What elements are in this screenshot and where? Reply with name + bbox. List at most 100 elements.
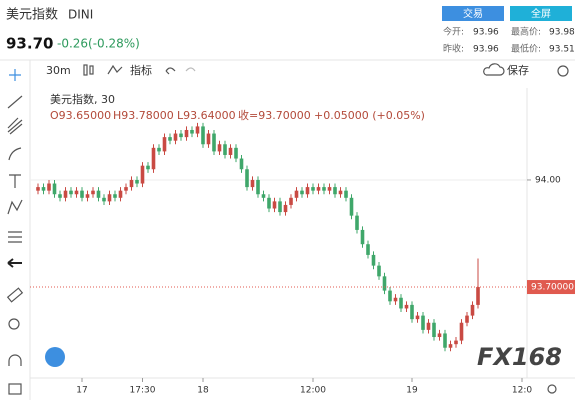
candle-body: [404, 304, 409, 309]
candle-body: [63, 190, 68, 198]
zoom-tool[interactable]: [8, 318, 20, 330]
brush-tool[interactable]: [8, 147, 22, 161]
candle-body: [382, 276, 387, 291]
candle-body: [311, 187, 315, 191]
candle-body: [261, 194, 266, 198]
candle-body: [41, 187, 46, 191]
ruler-tool[interactable]: [6, 287, 24, 303]
legend-high: H93.78000: [113, 109, 174, 122]
candle-body: [85, 194, 90, 198]
candle-body: [47, 183, 51, 191]
candle-body: [206, 133, 211, 145]
candle-body: [432, 322, 436, 338]
candle-body: [300, 190, 304, 195]
candle-body: [162, 137, 167, 152]
candle-body: [228, 147, 233, 155]
candle-body: [168, 137, 172, 141]
candle-body: [426, 322, 431, 330]
candle-body: [52, 183, 57, 195]
candle-body: [278, 201, 282, 213]
candle-body: [118, 190, 123, 198]
candle-body: [124, 187, 128, 191]
candle-body: [393, 297, 398, 302]
axis-settings-icon[interactable]: [547, 384, 557, 394]
plot: 94.00 17 17:30 18 12:00 19 12:0 93.70000: [30, 122, 575, 396]
stat-value: 93.96: [473, 28, 499, 38]
candle-body: [305, 187, 310, 195]
stat-value: 93.96: [473, 45, 499, 55]
redo-icon[interactable]: [185, 67, 196, 72]
candle-body: [113, 194, 117, 198]
x-tick-label: 12:0: [512, 386, 532, 396]
trade-button[interactable]: [442, 6, 504, 21]
candle-body: [245, 169, 249, 188]
app-badge[interactable]: [45, 347, 65, 367]
candle-body: [289, 197, 293, 205]
candle-body: [421, 315, 425, 330]
candle-body: [173, 133, 178, 141]
fib-tool[interactable]: [7, 117, 23, 135]
candle-body: [327, 187, 332, 191]
candle-body: [223, 144, 227, 155]
legend-name: 美元指数, 30: [50, 92, 115, 106]
candle-body: [272, 201, 277, 209]
candle-body: [107, 194, 112, 202]
x-tick-label: 19: [406, 386, 418, 396]
magnet-tool[interactable]: [8, 354, 22, 366]
candle-body: [256, 179, 260, 195]
line-tool[interactable]: [7, 95, 23, 109]
candle-body: [195, 126, 200, 134]
fullscreen-button[interactable]: [510, 6, 572, 21]
last-price-label: 93.70000: [531, 283, 574, 293]
candle-body: [102, 197, 106, 202]
candle-body: [333, 187, 337, 195]
candle-body: [190, 129, 194, 134]
lock-tool[interactable]: [8, 383, 22, 395]
candle-body: [267, 197, 271, 209]
symbol: DINI: [68, 8, 93, 22]
candle-body: [201, 126, 205, 145]
legend-change: +0.05000 (+0.05%): [314, 109, 425, 122]
candle-body: [184, 129, 189, 138]
candle-body: [234, 147, 238, 159]
candle-body: [470, 304, 475, 316]
candle-body: [437, 333, 442, 338]
pattern-tool[interactable]: [7, 199, 23, 215]
candle-body: [140, 165, 145, 184]
settings-icon[interactable]: [557, 65, 569, 77]
text-tool[interactable]: [9, 174, 21, 188]
save[interactable]: 保存: [507, 63, 529, 77]
candle-body: [454, 340, 458, 345]
indicators[interactable]: 指标: [130, 63, 152, 77]
back-tool[interactable]: [7, 258, 22, 268]
candle-body: [322, 187, 326, 191]
candle-body: [399, 297, 403, 309]
candle-body: [465, 315, 469, 323]
candle-body: [415, 315, 420, 320]
candle-body: [146, 165, 150, 170]
undo-icon[interactable]: [165, 67, 176, 75]
y-tick-label: 94.00: [535, 175, 561, 185]
trade-button-label[interactable]: 交易: [463, 7, 483, 20]
logo: FX168: [477, 343, 562, 371]
candle-body: [74, 190, 79, 195]
candle-body: [212, 133, 216, 152]
candle-body: [371, 254, 376, 266]
candle-body: [129, 179, 134, 188]
crosshair-tool[interactable]: [9, 69, 21, 81]
candle-body: [80, 190, 84, 198]
stat-label: 最高价:: [511, 26, 541, 38]
candle-icon[interactable]: [89, 65, 94, 75]
candle-body: [96, 190, 101, 198]
cloud-icon[interactable]: [483, 63, 505, 76]
candle-body: [366, 244, 370, 255]
candle-body: [91, 190, 95, 195]
change: -0.26(-0.28%): [57, 37, 140, 51]
last-price-badge: [527, 280, 575, 295]
indicator-icon[interactable]: [107, 64, 123, 75]
candle-icon[interactable]: [83, 64, 88, 76]
interval[interactable]: 30m: [46, 64, 71, 77]
fullscreen-button-label[interactable]: 全屏: [531, 7, 551, 20]
forecast-tool[interactable]: [8, 231, 22, 243]
